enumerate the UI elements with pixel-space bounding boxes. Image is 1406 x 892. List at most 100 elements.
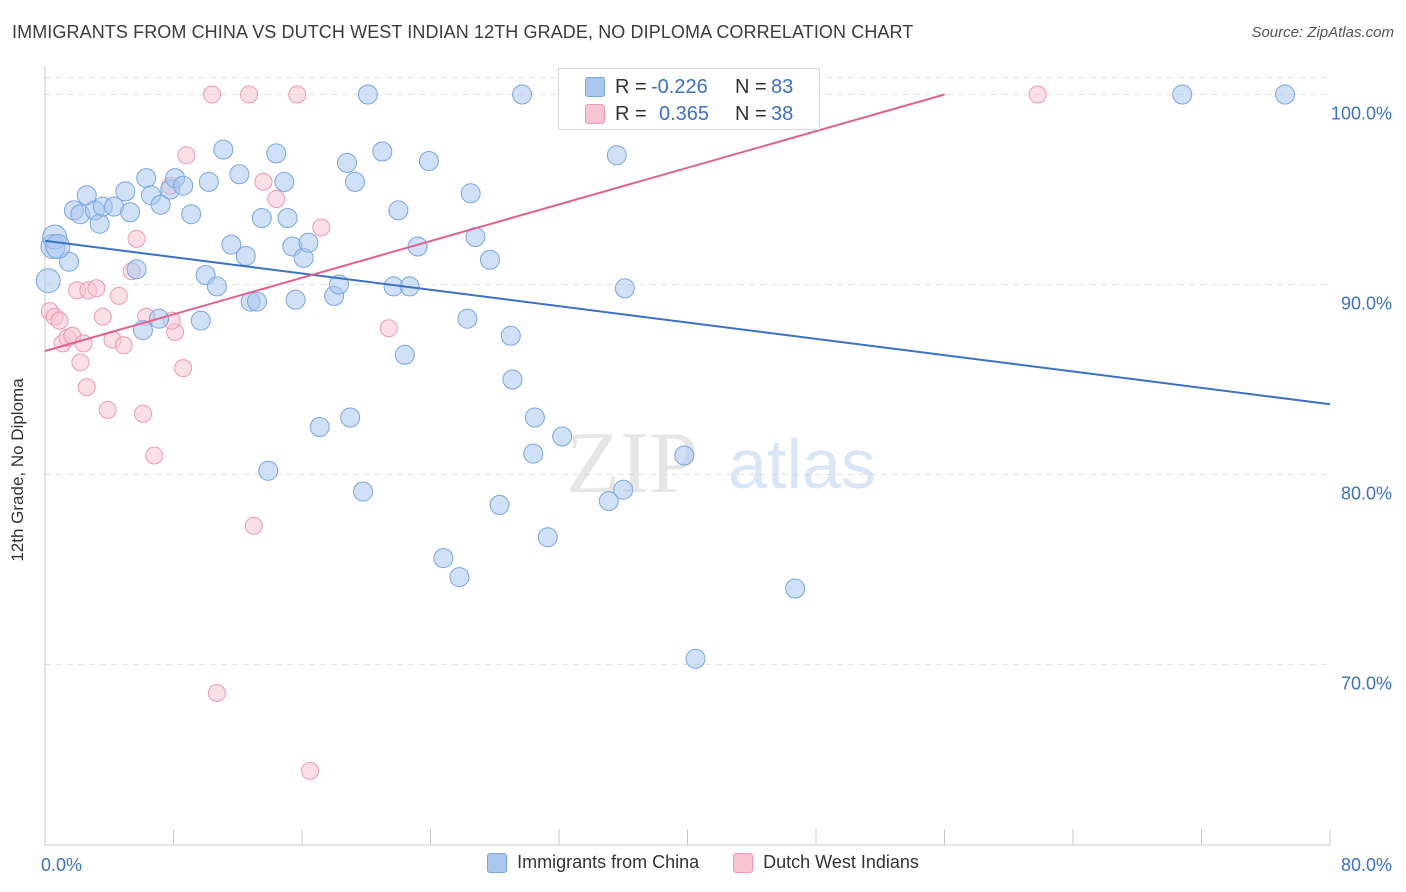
point-immigrants-from-china bbox=[235, 246, 256, 266]
series-immigrants-from-china bbox=[35, 84, 1296, 669]
point-immigrants-from-china bbox=[120, 202, 141, 223]
legend-swatch-dutch bbox=[733, 852, 754, 873]
legend-item-dutch: Dutch West Indians bbox=[733, 852, 919, 873]
point-immigrants-from-china bbox=[251, 208, 272, 228]
point-immigrants-from-china bbox=[372, 141, 393, 162]
n-label: N = bbox=[735, 102, 767, 125]
point-immigrants-from-china bbox=[479, 249, 500, 270]
point-dutch-west-indians bbox=[77, 378, 96, 397]
legend-label-china: Immigrants from China bbox=[517, 852, 700, 872]
point-dutch-west-indians bbox=[114, 336, 133, 355]
point-immigrants-from-china bbox=[388, 200, 409, 221]
point-immigrants-from-china bbox=[512, 84, 533, 105]
point-immigrants-from-china bbox=[198, 171, 219, 192]
n-value: 83 bbox=[771, 75, 794, 98]
point-dutch-west-indians bbox=[98, 400, 117, 419]
point-immigrants-from-china bbox=[181, 204, 202, 225]
point-immigrants-from-china bbox=[173, 175, 194, 196]
y-tick-label: 80.0% bbox=[1341, 484, 1392, 504]
point-immigrants-from-china bbox=[598, 491, 619, 512]
point-immigrants-from-china bbox=[266, 143, 287, 164]
point-immigrants-from-china bbox=[1172, 84, 1193, 105]
r-label: R = bbox=[615, 75, 647, 98]
point-dutch-west-indians bbox=[254, 172, 273, 191]
point-immigrants-from-china bbox=[35, 268, 61, 294]
y-tick-label: 90.0% bbox=[1341, 294, 1392, 314]
point-immigrants-from-china bbox=[489, 494, 510, 515]
point-immigrants-from-china bbox=[221, 234, 242, 255]
point-immigrants-from-china bbox=[190, 310, 211, 331]
point-immigrants-from-china bbox=[502, 369, 523, 390]
point-immigrants-from-china bbox=[785, 578, 806, 599]
point-immigrants-from-china bbox=[89, 213, 110, 234]
point-immigrants-from-china bbox=[614, 278, 635, 299]
point-dutch-west-indians bbox=[312, 218, 331, 237]
y-axis-label: 12th Grade, No Diploma bbox=[8, 378, 27, 562]
point-dutch-west-indians bbox=[207, 684, 226, 702]
watermark-atlas: atlas bbox=[728, 425, 876, 503]
point-immigrants-from-china bbox=[45, 234, 71, 259]
watermark: ZIP atlas bbox=[566, 415, 876, 512]
n-label: N = bbox=[735, 75, 767, 98]
watermark-zip: ZIP bbox=[566, 415, 698, 512]
point-immigrants-from-china bbox=[213, 139, 234, 160]
point-immigrants-from-china bbox=[685, 648, 706, 669]
stats-swatch-china bbox=[585, 77, 605, 97]
point-immigrants-from-china bbox=[336, 152, 357, 173]
point-immigrants-from-china bbox=[247, 291, 268, 312]
point-dutch-west-indians bbox=[1028, 85, 1047, 104]
point-immigrants-from-china bbox=[274, 171, 295, 192]
trend-lines bbox=[44, 93, 1331, 406]
trendline-china bbox=[44, 239, 1331, 406]
point-dutch-west-indians bbox=[50, 311, 69, 330]
x-tick-label: 80.0% bbox=[1341, 855, 1392, 875]
point-dutch-west-indians bbox=[379, 319, 398, 338]
point-dutch-west-indians bbox=[145, 446, 164, 465]
point-immigrants-from-china bbox=[258, 460, 279, 481]
point-dutch-west-indians bbox=[288, 85, 307, 104]
point-immigrants-from-china bbox=[433, 548, 454, 569]
point-immigrants-from-china bbox=[340, 407, 361, 428]
legend: Immigrants from China Dutch West Indians bbox=[0, 852, 1406, 873]
point-immigrants-from-china bbox=[418, 151, 439, 171]
point-immigrants-from-china bbox=[298, 232, 319, 253]
point-immigrants-from-china bbox=[394, 344, 415, 365]
point-immigrants-from-china bbox=[309, 417, 330, 437]
point-immigrants-from-china bbox=[206, 276, 227, 297]
point-dutch-west-indians bbox=[87, 279, 106, 298]
x-tick-label: 0.0% bbox=[41, 855, 82, 875]
point-dutch-west-indians bbox=[177, 146, 196, 165]
point-immigrants-from-china bbox=[606, 145, 627, 166]
point-immigrants-from-china bbox=[552, 426, 573, 447]
chart-title: IMMIGRANTS FROM CHINA VS DUTCH WEST INDI… bbox=[12, 22, 914, 42]
point-dutch-west-indians bbox=[71, 353, 90, 372]
point-immigrants-from-china bbox=[277, 208, 298, 228]
point-immigrants-from-china bbox=[449, 567, 470, 588]
r-value: -0.226 bbox=[651, 75, 708, 98]
point-immigrants-from-china bbox=[345, 171, 366, 192]
point-immigrants-from-china bbox=[136, 168, 157, 189]
point-immigrants-from-china bbox=[357, 84, 378, 105]
r-value: 0.365 bbox=[659, 102, 710, 125]
point-immigrants-from-china bbox=[285, 289, 306, 310]
point-immigrants-from-china bbox=[524, 407, 545, 428]
r-label: R = bbox=[615, 102, 647, 125]
point-immigrants-from-china bbox=[523, 443, 544, 464]
y-tick-label: 100.0% bbox=[1331, 104, 1392, 124]
axes bbox=[44, 66, 1331, 846]
point-dutch-west-indians bbox=[133, 404, 152, 423]
legend-swatch-china bbox=[487, 852, 508, 873]
point-immigrants-from-china bbox=[457, 308, 478, 329]
point-immigrants-from-china bbox=[115, 181, 136, 202]
point-immigrants-from-china bbox=[353, 481, 374, 502]
point-immigrants-from-china bbox=[674, 445, 695, 466]
point-dutch-west-indians bbox=[267, 190, 286, 208]
n-value: 38 bbox=[771, 102, 794, 125]
point-dutch-west-indians bbox=[239, 85, 258, 104]
legend-label-dutch: Dutch West Indians bbox=[763, 852, 919, 872]
point-immigrants-from-china bbox=[150, 194, 171, 215]
point-dutch-west-indians bbox=[127, 229, 146, 248]
y-tick-label: 70.0% bbox=[1341, 674, 1392, 694]
point-dutch-west-indians bbox=[244, 516, 263, 535]
